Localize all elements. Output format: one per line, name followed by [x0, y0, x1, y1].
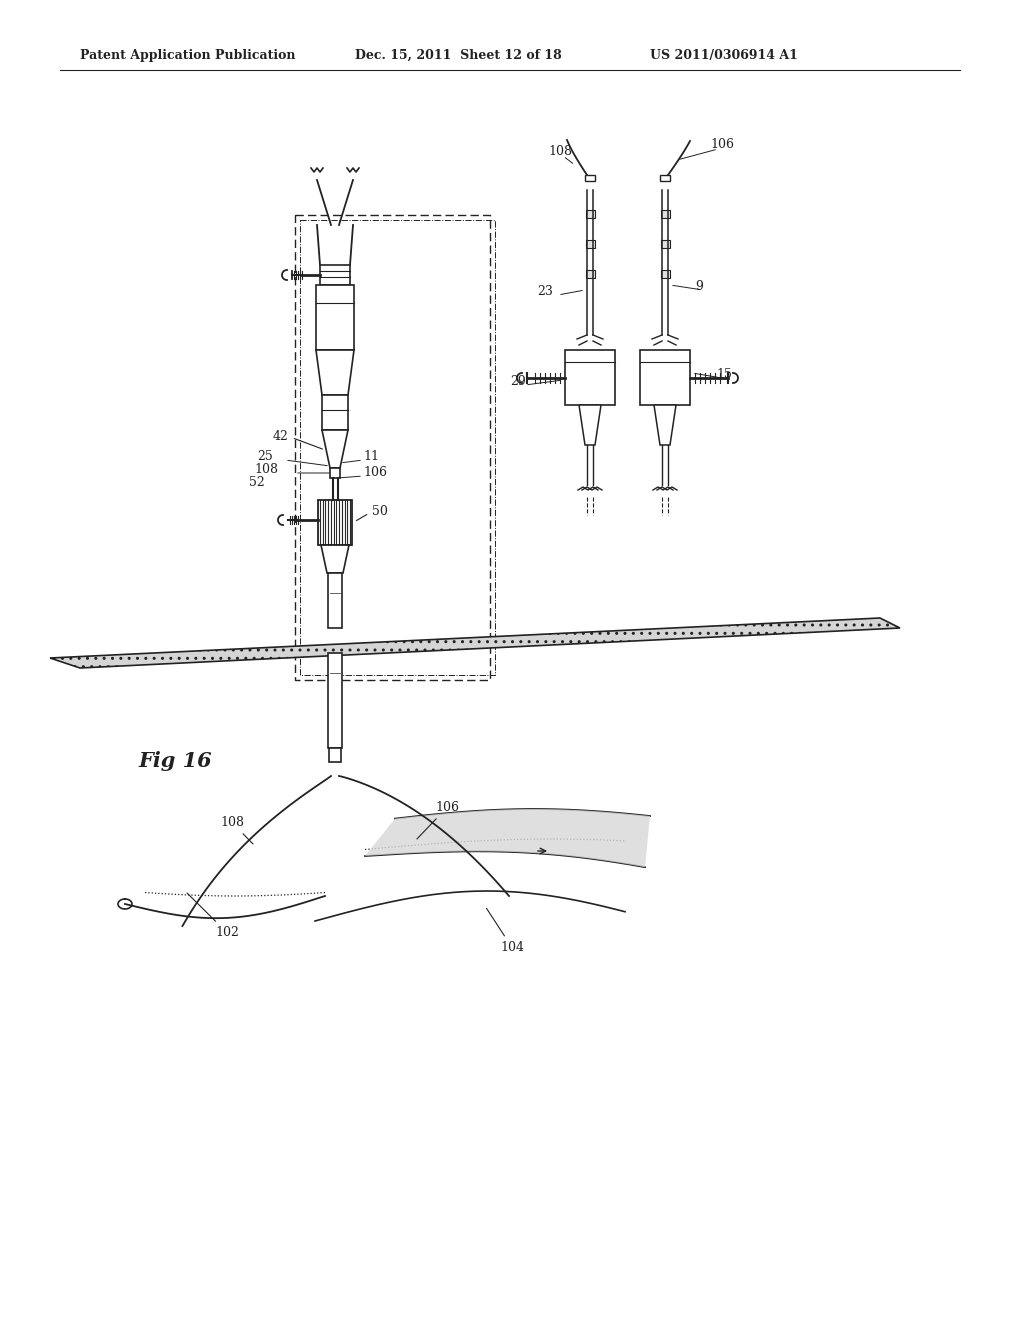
Text: 11: 11	[362, 450, 379, 463]
Bar	[316, 285, 354, 350]
Text: US 2011/0306914 A1: US 2011/0306914 A1	[650, 49, 798, 62]
Bar	[660, 176, 670, 181]
Bar	[662, 240, 670, 248]
Text: 25: 25	[257, 450, 273, 463]
Text: 15: 15	[716, 368, 732, 381]
Polygon shape	[321, 545, 349, 573]
Bar	[586, 240, 595, 248]
Polygon shape	[316, 350, 354, 395]
Bar	[328, 573, 342, 628]
Bar	[585, 176, 595, 181]
Text: 50: 50	[356, 506, 388, 520]
Bar	[565, 350, 615, 405]
Text: Fig 16: Fig 16	[138, 751, 212, 771]
Polygon shape	[654, 405, 676, 445]
Bar	[586, 210, 595, 218]
Text: 29: 29	[510, 375, 525, 388]
Text: 106: 106	[362, 466, 387, 479]
Bar	[662, 210, 670, 218]
Bar	[330, 469, 340, 478]
Polygon shape	[365, 809, 650, 867]
Polygon shape	[50, 618, 900, 668]
Text: Dec. 15, 2011  Sheet 12 of 18: Dec. 15, 2011 Sheet 12 of 18	[355, 49, 562, 62]
Text: 23: 23	[537, 285, 553, 298]
Bar	[586, 271, 595, 279]
Text: 106: 106	[417, 801, 459, 840]
Text: 108: 108	[548, 145, 572, 158]
Polygon shape	[322, 430, 348, 469]
Bar	[640, 350, 690, 405]
Polygon shape	[579, 405, 601, 445]
Text: 102: 102	[187, 892, 239, 939]
Text: 108: 108	[220, 816, 253, 843]
Bar	[319, 265, 350, 285]
Bar	[662, 271, 670, 279]
Text: 52: 52	[249, 477, 265, 488]
Bar	[329, 748, 341, 762]
Bar	[328, 653, 342, 748]
Bar	[322, 395, 348, 430]
Text: 104: 104	[486, 908, 524, 954]
Bar	[318, 500, 352, 545]
Text: 9: 9	[695, 280, 702, 293]
Text: 106: 106	[710, 139, 734, 150]
Text: Patent Application Publication: Patent Application Publication	[80, 49, 296, 62]
Text: 108: 108	[254, 463, 278, 477]
Text: 42: 42	[273, 430, 323, 449]
